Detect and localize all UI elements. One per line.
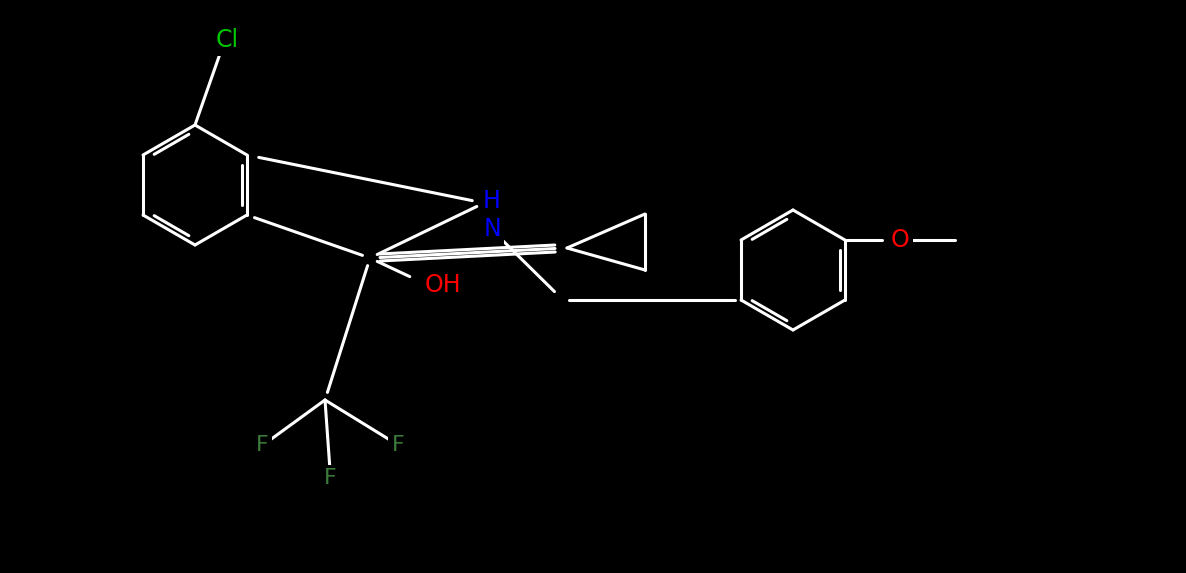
Text: F: F [391,435,404,455]
Text: F: F [256,435,268,455]
Text: F: F [324,468,337,488]
Text: OH: OH [425,273,461,297]
Text: Cl: Cl [216,28,238,52]
Text: O: O [891,228,910,252]
Text: H
N: H N [483,189,500,241]
